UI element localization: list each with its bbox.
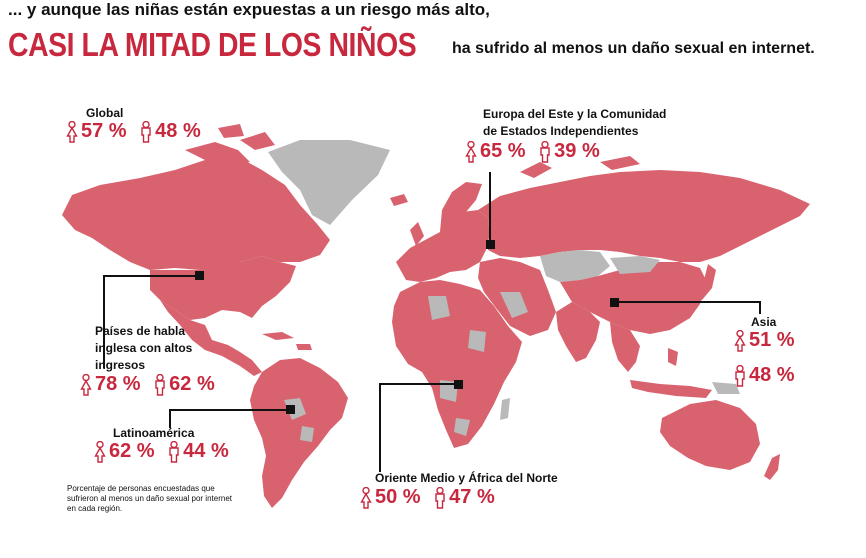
label-global: Global [86,106,124,120]
mongolia-shape [610,256,660,274]
value-pair: 39 % [539,140,600,163]
values-global: 57 % 48 % [66,120,209,149]
girl-icon [94,440,106,463]
marker-asia [610,298,619,307]
leader-lines [103,172,761,472]
iceland-shape [390,194,408,206]
boy-icon [169,440,179,463]
girl-icon [66,120,78,143]
mexico-shape [160,300,262,376]
label-europe-line2: de Estados Independientes [483,124,639,138]
girl-icon [80,373,92,396]
footnote: Porcentaje de personas encuestadas que s… [67,484,232,513]
value-asia-boys: 48 % [749,364,795,386]
uk-shape [410,222,424,246]
value-global-girls: 57 % [81,120,127,142]
greenland-shape [268,140,390,225]
madagascar-shape [500,398,510,420]
value-pair: 62 % [154,373,215,396]
australia-shape [660,400,760,470]
usa-shape [150,256,296,320]
leader-markers [195,240,619,414]
boy-icon [435,486,445,509]
russia-islands-shape [520,156,640,178]
leader-english [103,275,200,368]
leader-mena [379,383,458,472]
label-english-line1: Países de habla [95,324,186,338]
value-pair: 44 % [168,440,229,463]
leader-latam [169,409,290,428]
marker-english [195,271,204,280]
value-english-boys: 62 % [169,373,215,395]
label-latam: Latinoamérica [113,426,195,440]
china-shape [560,262,708,334]
africa-gray-shape [428,296,486,436]
south-america-shape [250,358,348,508]
middle-east-gray-shape [500,292,528,318]
header-line2: CASI LA MITAD DE LOS NIÑOS ha sufrido al… [8,26,815,64]
north-america-north-shape [62,158,330,270]
label-english-line3: ingresos [95,358,146,372]
marker-latam [286,405,295,414]
central-asia-shape [540,250,610,282]
value-pair: 48 % [734,364,795,387]
africa-shape [392,280,522,448]
value-pair: 48 % [140,120,201,143]
value-pair: 57 % [66,120,127,143]
value-pair: 51 % [734,329,795,352]
value-pair: 65 % [465,140,526,163]
value-mena-girls: 50 % [375,486,421,508]
leader-asia [614,301,761,314]
values-asia-boys: 48 % [734,364,803,393]
girl-icon [360,486,372,509]
header-line1: ... y aunque las niñas están expuestas a… [8,0,490,19]
caribbean-shape [262,332,312,350]
value-latam-boys: 44 % [183,440,229,462]
label-mena: Oriente Medio y África del Norte [375,471,558,485]
value-europe-boys: 39 % [554,140,600,162]
girl-icon [465,140,477,163]
arctic-islands-shape [185,124,275,165]
value-english-girls: 78 % [95,373,141,395]
value-pair: 47 % [434,486,495,509]
label-english-line2: inglesa con altos [95,341,193,355]
indonesia-shape [630,348,712,398]
label-europe-line1: Europa del Este y la Comunidad [483,107,667,121]
southeast-asia-shape [610,322,640,372]
values-english: 78 % 62 % [80,373,223,402]
value-asia-girls: 51 % [749,329,795,351]
scandinavia-shape [440,182,482,232]
papua-shape [712,382,740,394]
value-pair: 62 % [94,440,155,463]
value-mena-boys: 47 % [449,486,495,508]
boy-icon [141,120,151,143]
india-shape [556,302,600,362]
values-asia-girls: 51 % [734,329,803,358]
label-europe: Europa del Este y la Comunidad de Estado… [483,106,666,140]
values-europe: 65 % 39 % [465,140,608,169]
headline-rest: ha sufrido al menos un daño sexual en in… [452,40,815,57]
headline-highlight: CASI LA MITAD DE LOS NIÑOS [8,26,417,63]
value-pair: 50 % [360,486,421,509]
russia-shape [478,170,810,262]
label-asia: Asia [751,315,777,329]
boy-icon [540,140,550,163]
boy-icon [155,373,165,396]
value-europe-girls: 65 % [480,140,526,162]
new-zealand-shape [764,454,780,480]
boy-icon [735,364,745,387]
marker-mena [454,380,463,389]
girl-icon [734,329,746,352]
value-pair: 78 % [80,373,141,396]
label-english: Países de habla inglesa con altos ingres… [95,323,192,374]
marker-europe [486,240,495,249]
japan-shape [698,264,716,300]
europe-shape [396,210,490,282]
values-latam: 62 % 44 % [94,440,237,469]
values-mena: 50 % 47 % [360,486,503,515]
value-global-boys: 48 % [155,120,201,142]
value-latam-girls: 62 % [109,440,155,462]
